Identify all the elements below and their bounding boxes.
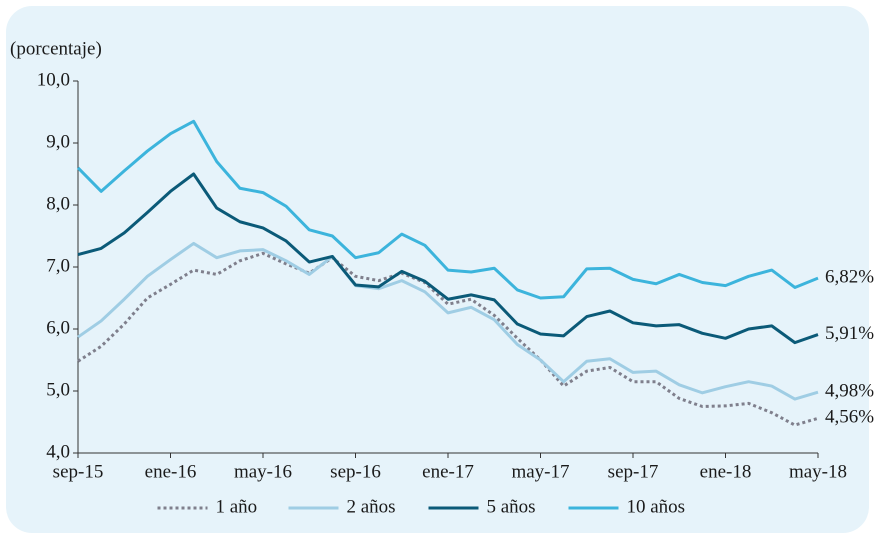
x-tick-label: ene-17	[422, 461, 474, 482]
legend-label: 10 años	[627, 496, 686, 517]
x-tick-label: sep-17	[608, 461, 659, 482]
x-tick-label: may-17	[511, 461, 569, 482]
legend-label: 5 años	[487, 496, 536, 517]
y-tick-label: 10,0	[37, 69, 70, 90]
x-tick-label: sep-15	[53, 461, 104, 482]
value-label: 5,91%	[825, 323, 874, 344]
legend-label: 1 año	[216, 496, 258, 517]
value-label: 6,82%	[825, 267, 874, 288]
value-label: 4,98%	[825, 381, 874, 402]
x-tick-label: may-18	[789, 461, 847, 482]
y-tick-label: 8,0	[46, 193, 70, 214]
series-line	[77, 241, 819, 401]
y-axis-label: (porcentaje)	[10, 38, 102, 59]
x-tick-label: sep-16	[330, 461, 381, 482]
x-tick-label: may-16	[234, 461, 292, 482]
y-tick-label: 6,0	[46, 317, 70, 338]
series-line	[77, 172, 819, 345]
series-line	[76, 119, 819, 300]
value-label: 4,56%	[825, 407, 874, 428]
legend-label: 2 años	[347, 496, 396, 517]
y-tick-label: 5,0	[46, 379, 70, 400]
panel	[6, 6, 869, 533]
x-tick-label: ene-18	[700, 461, 752, 482]
x-tick-label: ene-16	[145, 461, 197, 482]
y-tick-label: 4,0	[46, 441, 70, 462]
y-tick-label: 7,0	[46, 255, 70, 276]
y-tick-label: 9,0	[46, 131, 70, 152]
series-line	[77, 251, 819, 427]
